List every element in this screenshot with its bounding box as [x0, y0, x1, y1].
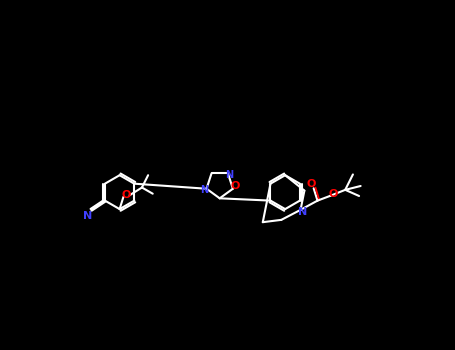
Text: N: N [298, 207, 308, 217]
Text: N: N [200, 185, 208, 195]
Text: O: O [231, 181, 240, 191]
Text: O: O [328, 189, 338, 199]
Text: O: O [307, 179, 316, 189]
Text: O: O [122, 190, 131, 200]
Text: N: N [225, 170, 233, 180]
Text: N: N [83, 211, 93, 221]
